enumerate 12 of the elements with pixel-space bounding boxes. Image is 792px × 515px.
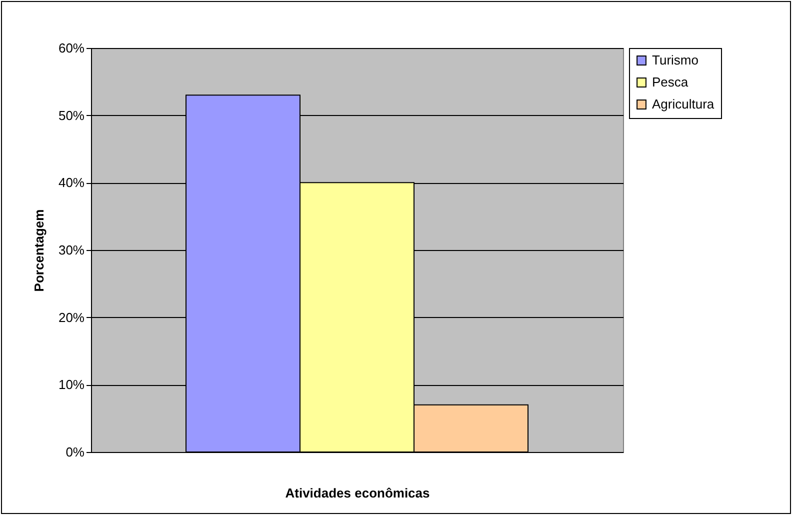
legend-label: Agricultura bbox=[652, 96, 715, 112]
legend-label: Turismo bbox=[652, 52, 698, 68]
y-tick-label: 0% bbox=[66, 444, 85, 460]
y-tick-label: 20% bbox=[58, 310, 85, 325]
y-tick-label: 30% bbox=[58, 242, 85, 258]
legend-label: Pesca bbox=[652, 74, 689, 90]
y-axis-title: Porcentagem bbox=[31, 209, 46, 292]
y-tick-label: 40% bbox=[58, 175, 85, 190]
x-axis-title: Atividades econômicas bbox=[285, 486, 430, 500]
y-tick-label: 10% bbox=[58, 377, 85, 392]
y-tick-label: 50% bbox=[58, 108, 85, 123]
y-tick-label: 60% bbox=[58, 40, 85, 56]
